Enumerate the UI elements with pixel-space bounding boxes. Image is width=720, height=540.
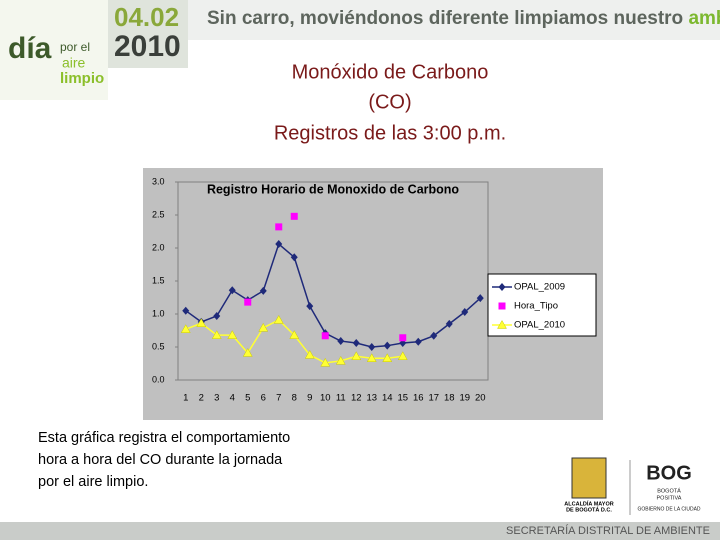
marker [211,330,222,339]
marker [275,223,283,231]
legend-label: Hora_Tipo [514,301,558,312]
marker [213,311,221,320]
slogan: Sin carro, moviéndonos diferente limpiam… [207,8,720,29]
marker [259,286,267,295]
marker [368,343,376,351]
y-tick-label: 2.0 [152,242,165,252]
coat-of-arms [571,457,607,499]
marker [399,334,407,342]
logo-text: limpio [60,70,104,87]
legend-label: OPAL_2010 [514,320,565,331]
logo-text: aire [62,55,86,71]
footer-band [0,522,720,540]
x-tick-label: 2 [199,393,204,404]
plot-area [177,181,489,381]
x-tick-label: 6 [261,393,266,404]
marker [180,324,191,333]
x-tick-label: 12 [351,393,362,404]
secretaria: SECRETARÍA DISTRITAL DE AMBIENTE [506,524,710,537]
marker [383,341,391,350]
x-tick-label: 10 [320,393,331,404]
marker [397,351,408,360]
legend-marker [498,302,506,310]
marker [228,286,236,295]
marker [227,330,238,339]
legend-marker [498,283,506,291]
marker [320,357,331,367]
x-tick-label: 4 [230,393,235,404]
date: 04.02 [114,2,179,32]
marker [430,331,438,340]
chart-title: Registro Horario de Monoxido de Carbono [207,182,459,196]
bog-sub: POSITIVA [657,495,682,501]
marker [244,298,252,306]
marker [275,240,283,249]
x-tick-label: 20 [475,393,486,404]
x-tick-label: 19 [459,393,470,404]
bog-sub: BOGOTÁ [657,487,681,494]
marker [461,308,469,317]
marker [366,353,377,362]
x-tick-label: 18 [444,393,455,404]
marker [306,302,314,311]
logo-text: día [8,32,52,65]
x-tick-label: 9 [307,393,312,404]
description: Esta gráfica registra el comportamiento [38,430,290,446]
gobierno: GOBIERNO DE LA CIUDAD [637,506,700,512]
description: por el aire limpio. [38,474,148,490]
slogan-highlight: ambiente [688,8,720,29]
x-tick-label: 3 [214,393,219,404]
y-tick-label: 2.5 [152,209,165,219]
logo-area [0,0,108,100]
marker [351,351,362,360]
slide-title: (CO) [368,91,411,113]
date-box [108,0,188,68]
marker [476,294,484,303]
x-tick-label: 14 [382,393,393,404]
marker [242,347,253,357]
chart: 0.00.51.01.52.02.53.01 2 3 4 5 6 7 8 9 10 11 12 13 14… [152,176,565,403]
logo-text: por el [60,40,90,54]
marker [414,337,422,346]
year: 2010 [114,30,181,63]
slogan-text: Sin carro, moviéndonos diferente limpiam… [207,8,683,29]
legend-label: OPAL_2009 [514,282,565,293]
x-tick-label: 17 [428,393,439,404]
marker [182,306,190,315]
x-tick-label: 15 [397,393,408,404]
x-tick-label: 5 [245,393,250,404]
x-tick-label: 16 [413,393,424,404]
marker [304,349,315,359]
alcaldia: ALCALDÍA MAYOR [564,499,613,507]
x-tick-label: 11 [336,393,346,404]
marker [382,353,393,362]
x-tick-label: 1 [183,393,188,404]
x-tick-label: 8 [292,393,297,404]
marker [445,319,453,328]
marker [290,212,298,220]
y-tick-label: 1.5 [152,275,165,285]
marker [289,330,300,339]
y-tick-label: 1.0 [152,308,165,318]
description: hora a hora del CO durante la jornada [38,452,283,468]
slide-title: Registros de las 3:00 p.m. [274,122,506,144]
bog-logo: BOG [646,462,692,484]
marker [335,355,346,365]
legend-marker [497,319,507,329]
y-tick-label: 3.0 [152,176,165,186]
marker [258,322,269,332]
x-tick-label: 7 [276,393,281,404]
y-tick-label: 0.0 [152,374,165,384]
y-tick-label: 0.5 [152,341,165,351]
marker [290,253,298,262]
marker [196,318,207,327]
alcaldia: DE BOGOTÁ D.C. [566,506,612,513]
marker [352,339,360,348]
x-tick-label: 13 [366,393,377,404]
marker [273,314,284,324]
marker [321,332,329,340]
marker [337,337,345,346]
slide-title: Monóxido de Carbono [292,61,489,83]
